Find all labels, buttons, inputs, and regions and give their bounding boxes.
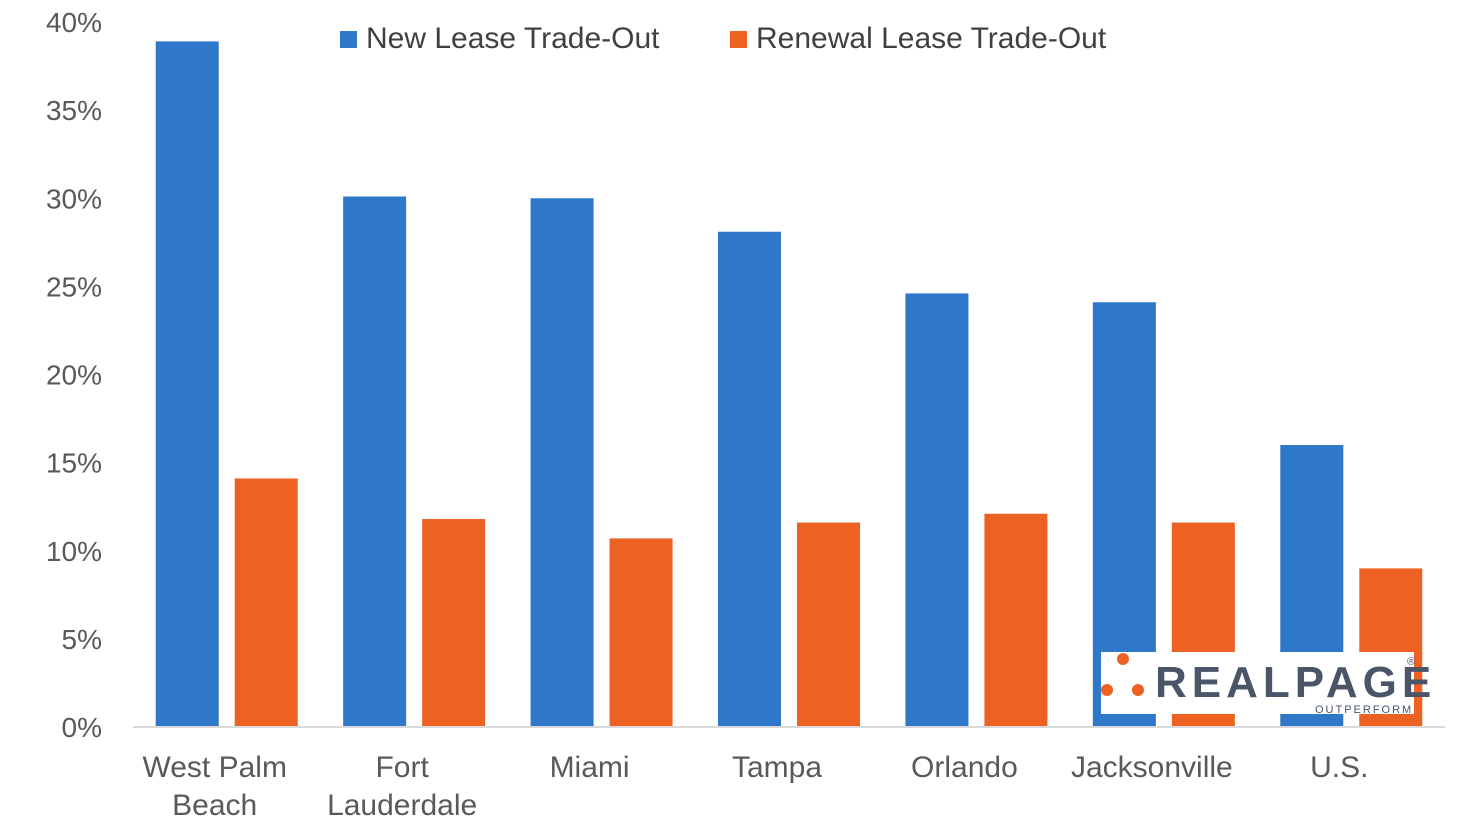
- legend-label: New Lease Trade-Out: [366, 22, 660, 55]
- x-category-label: Jacksonville: [1071, 751, 1233, 784]
- renewal-lease-bar: [609, 538, 673, 727]
- new-lease-bar: [530, 198, 594, 727]
- y-axis: 0% 5% 10% 15% 20% 25% 30% 35% 40%: [46, 7, 102, 743]
- realpage-logo: REALPAGE OUTPERFORM ®: [1101, 652, 1436, 716]
- renewal-lease-bar: [797, 522, 860, 727]
- y-tick-label: 0%: [62, 712, 102, 743]
- new-lease-bar: [718, 231, 781, 728]
- logo-tagline: OUTPERFORM: [1315, 704, 1413, 716]
- new-lease-bar: [343, 196, 407, 728]
- logo-wordmark: REALPAGE: [1155, 658, 1436, 707]
- new-lease-bar: [905, 293, 969, 727]
- renewal-lease-bar: [234, 478, 298, 727]
- x-category-label: Beach: [172, 789, 257, 822]
- y-tick-label: 20%: [46, 360, 102, 391]
- logo-dot-top: [1117, 653, 1129, 665]
- logo-background: [1101, 652, 1414, 714]
- y-tick-label: 40%: [46, 7, 102, 38]
- x-category-label: Tampa: [732, 751, 822, 784]
- x-category-label: Fort: [375, 751, 429, 784]
- x-category-label: Miami: [550, 751, 630, 784]
- y-tick-label: 10%: [46, 536, 102, 567]
- legend: New Lease Trade-Out Renewal Lease Trade-O…: [340, 22, 1107, 55]
- x-axis: West Palm Beach Fort Lauderdale Miami Tampa Or…: [142, 751, 1368, 822]
- y-tick-label: 25%: [46, 271, 102, 302]
- renewal-lease-bar: [984, 513, 1048, 727]
- y-tick-label: 5%: [62, 624, 102, 655]
- legend-label: Renewal Lease Trade-Out: [756, 22, 1107, 55]
- logo-dot-right: [1132, 684, 1144, 696]
- x-category-label: U.S.: [1310, 751, 1368, 784]
- new-lease-bar: [155, 41, 219, 727]
- bars: [155, 41, 1423, 728]
- renewal-lease-bar: [422, 519, 486, 727]
- legend-swatch: [340, 31, 357, 48]
- logo-registered-mark: ®: [1407, 656, 1417, 668]
- y-tick-label: 30%: [46, 183, 102, 214]
- x-category-label: West Palm: [142, 751, 286, 784]
- y-tick-label: 35%: [46, 95, 102, 126]
- y-tick-label: 15%: [46, 448, 102, 479]
- legend-swatch: [730, 31, 747, 48]
- x-category-label: Orlando: [911, 751, 1018, 784]
- x-category-label: Lauderdale: [327, 789, 477, 822]
- logo-dot-left: [1101, 684, 1113, 696]
